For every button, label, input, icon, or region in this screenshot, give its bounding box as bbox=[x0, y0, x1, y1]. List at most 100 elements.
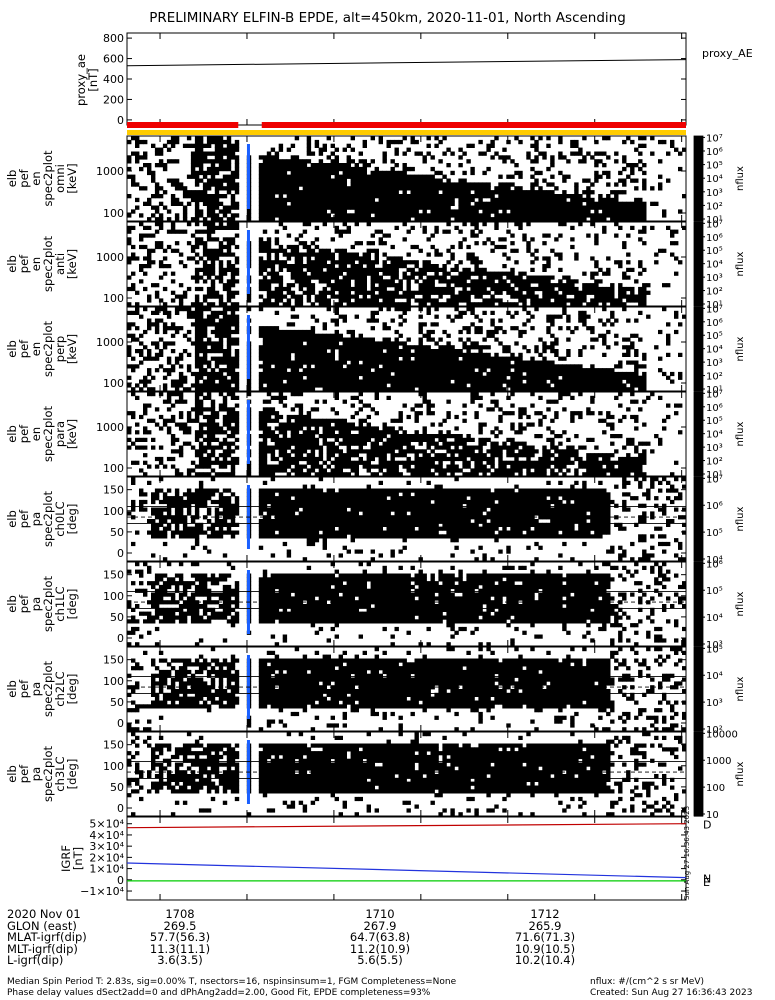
spectrogram-cell bbox=[466, 244, 471, 250]
spectrogram-cell bbox=[462, 352, 467, 357]
spectrogram-cell bbox=[226, 298, 232, 303]
spectrogram-cell bbox=[578, 294, 583, 299]
spectrogram-cell bbox=[550, 375, 555, 380]
spectrogram-cell bbox=[330, 337, 335, 342]
spectrogram-cell bbox=[170, 383, 176, 388]
spectrogram-cell bbox=[490, 209, 495, 214]
spectrogram-cell bbox=[258, 182, 264, 187]
spectrogram-cell bbox=[286, 360, 292, 365]
spectrogram-cell bbox=[174, 310, 180, 315]
spectrogram-cell bbox=[554, 209, 559, 214]
spectrogram-cell bbox=[398, 307, 403, 312]
spectrogram-cell bbox=[658, 329, 663, 335]
spectrogram-cell bbox=[434, 225, 439, 230]
spectrogram-cell bbox=[226, 182, 232, 187]
spectrogram-cell bbox=[422, 333, 427, 338]
spectrogram-cell bbox=[206, 205, 212, 210]
spectrogram-cell bbox=[334, 345, 339, 350]
spectrogram-cell bbox=[558, 252, 563, 257]
spectrogram-cell bbox=[594, 159, 599, 164]
spectrogram-cell bbox=[534, 213, 539, 218]
spectrogram-cell bbox=[482, 194, 487, 199]
spectrogram-cell bbox=[330, 368, 335, 373]
spectrogram-cell bbox=[446, 260, 451, 265]
spectrogram-cell bbox=[322, 209, 327, 214]
spectrogram-cell bbox=[230, 307, 236, 312]
spectrogram-cell bbox=[614, 318, 619, 323]
spectrogram-cell bbox=[358, 256, 363, 261]
spectrogram-cell bbox=[370, 136, 375, 141]
spectrogram-cell bbox=[278, 166, 284, 172]
spectrogram-cell bbox=[302, 290, 308, 295]
spectrogram-cell bbox=[390, 244, 395, 250]
spectrogram-cell bbox=[202, 182, 208, 187]
spectrogram-cell bbox=[594, 387, 599, 392]
spectrogram-cell bbox=[478, 182, 483, 187]
spectrogram-cell bbox=[314, 360, 320, 365]
spectrogram-cell bbox=[638, 387, 643, 392]
spectrogram-cell bbox=[506, 271, 511, 276]
spectrogram-cell bbox=[218, 275, 224, 280]
spectrogram-cell bbox=[206, 286, 212, 292]
spectrogram-cell bbox=[498, 279, 503, 284]
spectrogram-cell bbox=[147, 464, 152, 469]
spectrogram-cell bbox=[314, 201, 320, 206]
spectrogram-cell bbox=[230, 290, 236, 295]
spectrogram-cell bbox=[622, 371, 627, 377]
spectrogram-cell bbox=[478, 352, 483, 357]
spectrogram-cell bbox=[262, 201, 268, 206]
spectrogram-cell bbox=[558, 371, 563, 377]
spectrogram-cell bbox=[270, 302, 276, 307]
spectrogram-cell bbox=[466, 252, 471, 257]
spectrogram-cell bbox=[586, 383, 591, 388]
spectrogram-cell bbox=[218, 186, 224, 191]
spectrogram-cell bbox=[334, 174, 339, 179]
spectrogram-cell bbox=[422, 387, 427, 392]
spectrogram-cell bbox=[402, 166, 407, 172]
spectrogram-cell bbox=[450, 298, 455, 303]
spectrogram-cell bbox=[226, 209, 232, 214]
spectrogram-cell bbox=[338, 213, 343, 218]
spectrogram-cell bbox=[370, 294, 375, 299]
spectrogram-cell bbox=[206, 302, 212, 307]
spectrogram-cell bbox=[574, 387, 579, 392]
spectrogram-cell bbox=[450, 190, 455, 195]
spectrogram-cell bbox=[214, 186, 220, 191]
spectrogram-cell bbox=[258, 329, 264, 335]
spectrogram-cell bbox=[234, 352, 240, 357]
spectrogram-cell bbox=[466, 387, 471, 392]
spectrogram-cell bbox=[558, 151, 563, 156]
spectrogram-cell bbox=[350, 302, 355, 307]
spectrogram-cell bbox=[334, 375, 339, 380]
spectrogram-cell bbox=[366, 260, 371, 265]
spectrogram-cell bbox=[354, 275, 359, 280]
spectrogram-cell bbox=[194, 453, 200, 458]
spectrogram-cell bbox=[151, 283, 156, 288]
spectrogram-cell bbox=[562, 298, 567, 303]
spectrogram-cell bbox=[326, 186, 331, 191]
spectrogram-cell bbox=[470, 371, 475, 377]
spectrogram-cell bbox=[186, 222, 192, 227]
spectrogram-cell bbox=[610, 298, 615, 303]
spectrogram-cell bbox=[322, 163, 327, 168]
spectrogram-cell bbox=[514, 217, 519, 222]
spectrogram-cell bbox=[310, 267, 316, 272]
spectrogram-cell bbox=[302, 349, 308, 354]
spectrogram-cell bbox=[294, 341, 300, 346]
spectrogram-cell bbox=[270, 178, 276, 183]
ylabel-proxy-ae: proxy_ae[nT] bbox=[74, 54, 100, 106]
spectrogram-cell bbox=[262, 190, 268, 195]
spectrogram-cell bbox=[386, 213, 391, 218]
spectrogram-cell bbox=[530, 136, 535, 141]
spectrogram-cell bbox=[630, 341, 635, 346]
spectrogram-cell bbox=[270, 326, 276, 331]
spectrogram-cell bbox=[498, 286, 503, 292]
spectrogram-cell bbox=[426, 264, 431, 269]
spectrogram-cell bbox=[454, 352, 459, 357]
spectrogram-cell bbox=[270, 217, 276, 222]
spectrogram-cell bbox=[438, 217, 443, 222]
colorbar-cell bbox=[694, 232, 703, 236]
spectrogram-cell bbox=[630, 163, 635, 168]
spectrogram-cell bbox=[202, 229, 208, 234]
spectrogram-cell bbox=[418, 201, 423, 206]
